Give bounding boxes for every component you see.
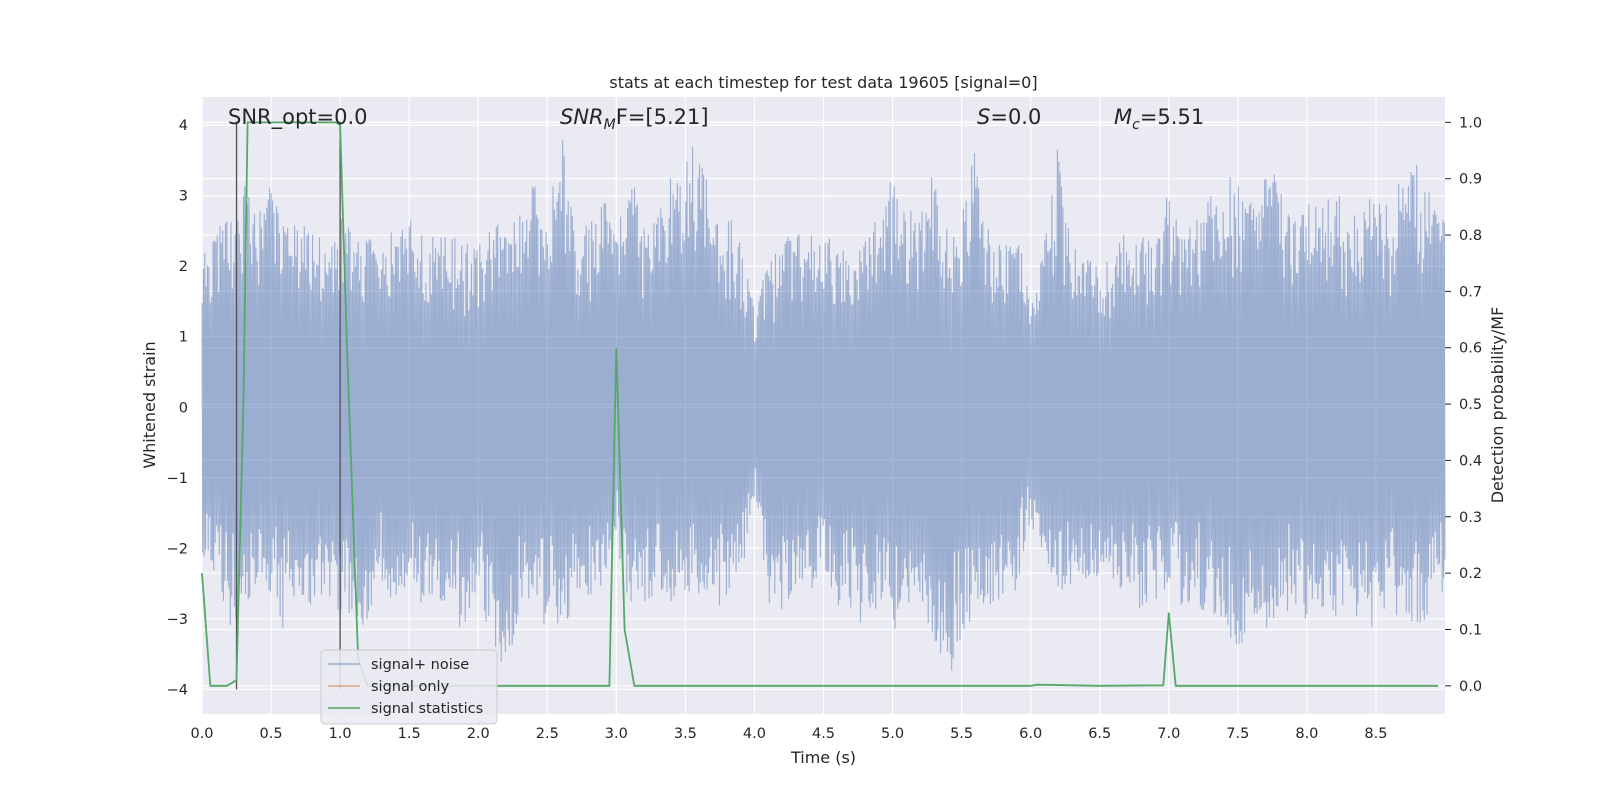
x-tick-label-8: 4.0 — [743, 726, 766, 742]
right-y-tick-label-5: 0.5 — [1459, 397, 1482, 413]
x-tick-label-13: 6.5 — [1088, 726, 1111, 742]
x-tick-label-11: 5.5 — [950, 726, 973, 742]
chart-title: stats at each timestep for test data 196… — [609, 73, 1037, 92]
x-tick-label-14: 7.0 — [1157, 726, 1180, 742]
annotation-snr-opt: SNR_opt=0.0 — [228, 105, 368, 130]
y-tick-label-5: −1 — [167, 471, 188, 487]
x-tick-label-15: 7.5 — [1226, 726, 1249, 742]
y-tick-label-3: 1 — [179, 330, 188, 346]
x-tick-label-5: 2.5 — [536, 726, 559, 742]
right-y-tick-labels: 1.0 0.9 0.8 0.7 0.6 0.5 0.4 0.3 0.2 0.1 0.0 — [1445, 115, 1482, 695]
right-y-tick-label-8: 0.2 — [1459, 566, 1482, 582]
signal-statistics-trace — [201, 121, 1439, 687]
annotation-snr-mf-sub: M — [604, 117, 616, 133]
y-tick-label-4: 0 — [179, 400, 188, 416]
legend-label-signal-noise: signal+ noise — [371, 657, 469, 673]
right-y-tick-label-2: 0.8 — [1459, 228, 1482, 244]
annotation-mc-sub: c — [1132, 117, 1140, 133]
right-y-tick-label-3: 0.7 — [1459, 284, 1482, 300]
x-tick-label-0: 0.0 — [190, 726, 213, 742]
y-axis-label: Whitened strain — [140, 341, 159, 468]
y-tick-label-1: 3 — [179, 189, 188, 205]
right-y-axis-label: Detection probability/MF — [1488, 307, 1507, 504]
x-tick-label-17: 8.5 — [1364, 726, 1387, 742]
signal-noise-line — [201, 140, 1446, 671]
annotation-snr-mf: SNRMF=[5.21] — [560, 105, 709, 133]
right-y-tick-label-0: 1.0 — [1459, 115, 1482, 131]
annotation-mc-rest: =5.51 — [1140, 105, 1204, 129]
x-tick-label-12: 6.0 — [1019, 726, 1042, 742]
legend-box — [320, 649, 498, 725]
y-tick-label-8: −4 — [167, 682, 188, 698]
legend-label-signal-statistics: signal statistics — [371, 701, 483, 717]
annotation-snr-mf-main: SNR — [560, 105, 604, 129]
annotation-mc-main: M — [1114, 105, 1132, 129]
right-y-tick-label-10: 0.0 — [1459, 679, 1482, 695]
x-tick-label-2: 1.0 — [329, 726, 352, 742]
marker-lines — [235, 121, 341, 690]
y-tick-label-7: −3 — [167, 612, 188, 628]
signal-statistics-line — [201, 121, 1439, 687]
annotation-s-main: S — [977, 105, 990, 129]
x-tick-label-7: 3.5 — [674, 726, 697, 742]
annotation-mc: Mc=5.51 — [1114, 105, 1204, 133]
x-axis-label: Time (s) — [790, 748, 856, 767]
y-tick-label-6: −2 — [167, 541, 188, 557]
right-y-tick-label-7: 0.3 — [1459, 510, 1482, 526]
right-y-tick-label-4: 0.6 — [1459, 341, 1482, 357]
annotation-snr-mf-rest: F=[5.21] — [616, 105, 709, 129]
y-tick-label-2: 2 — [179, 259, 188, 275]
x-tick-label-10: 5.0 — [881, 726, 904, 742]
x-tick-labels: 0.0 0.5 1.0 1.5 2.0 2.5 3.0 3.5 4.0 4.5 5.0 5.5 6.0 6… — [190, 726, 1387, 742]
y-tick-labels: 4 3 2 1 0 −1 −2 −3 −4 — [167, 118, 188, 698]
x-tick-label-3: 1.5 — [398, 726, 421, 742]
x-tick-label-4: 2.0 — [467, 726, 490, 742]
right-y-tick-label-1: 0.9 — [1459, 172, 1482, 188]
signal-noise-trace — [201, 140, 1446, 671]
x-tick-label-9: 4.5 — [812, 726, 835, 742]
right-y-tick-label-9: 0.1 — [1459, 622, 1482, 638]
annotation-s-rest: =0.0 — [990, 105, 1041, 129]
legend-label-signal-only: signal only — [371, 679, 450, 695]
x-tick-label-16: 8.0 — [1295, 726, 1318, 742]
x-tick-label-6: 3.0 — [605, 726, 628, 742]
y-tick-label-0: 4 — [179, 118, 188, 134]
right-y-tick-label-6: 0.4 — [1459, 453, 1482, 469]
annotation-s: S=0.0 — [977, 105, 1041, 129]
x-tick-label-1: 0.5 — [260, 726, 283, 742]
legend[interactable]: signal+ noise signal only signal statist… — [320, 649, 498, 725]
